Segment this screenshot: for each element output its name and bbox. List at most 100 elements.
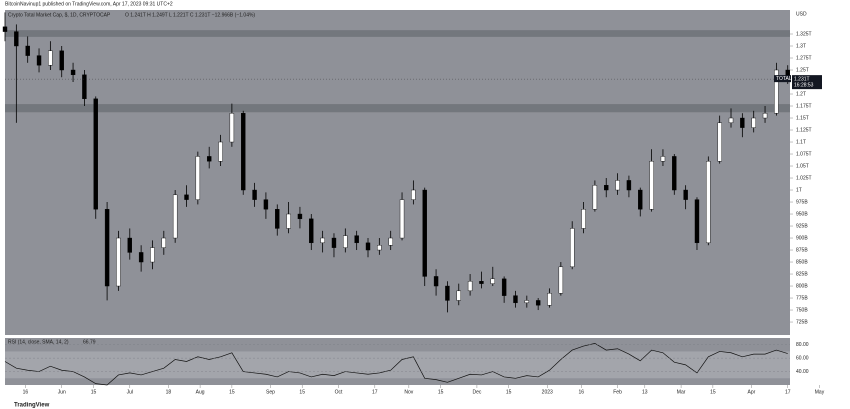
price-tag-countdown: 16:28:53 [794, 82, 814, 88]
y-tick-label: 1.1T [796, 139, 806, 145]
candle-body [501, 278, 507, 296]
candle-body [751, 117, 756, 128]
y-tick-label: 725B [796, 319, 808, 325]
y-tick-label: 1.325T [796, 31, 812, 37]
x-tick-label: Nov [404, 389, 413, 395]
y-tick-label: 950B [796, 211, 808, 217]
candle-body [59, 50, 64, 71]
x-tick-label: 15 [438, 389, 444, 395]
candle-body [252, 189, 257, 200]
candle-body [263, 199, 269, 210]
candle-body [320, 237, 325, 244]
rsi-tick-label: 80.00 [796, 342, 809, 348]
candle-body [286, 213, 291, 229]
x-tick-label: Mar [677, 389, 686, 395]
candle-body [184, 194, 189, 200]
candle-body [638, 189, 643, 210]
rsi-line [4, 342, 788, 386]
candle-body [195, 156, 201, 200]
x-tick-label: 16 [23, 389, 29, 395]
candle-body [14, 31, 19, 47]
candle-body [229, 113, 235, 143]
x-tick-label: 15 [506, 389, 512, 395]
x-tick-label: Jul [127, 389, 133, 395]
candle-body [48, 50, 53, 66]
candle-body [547, 293, 552, 306]
rsi-tick-label: 40.00 [796, 369, 809, 375]
candle-body [649, 161, 654, 210]
candle-body [343, 235, 348, 248]
candle-body [172, 194, 178, 239]
x-tick-label: Feb [613, 389, 622, 395]
y-tick-label: 1.175T [796, 103, 812, 109]
x-tick-label: Dec [472, 389, 481, 395]
candle-body [25, 45, 30, 56]
candle-body [479, 281, 484, 284]
candle-body [535, 300, 541, 306]
x-tick-label: 15 [299, 389, 305, 395]
candle-body [127, 237, 132, 253]
candle-body [604, 185, 609, 191]
x-tick-label: 15 [710, 389, 716, 395]
x-tick-label: 15 [229, 389, 235, 395]
y-tick-label: 750B [796, 307, 808, 313]
rsi-tick-label: 60.00 [796, 355, 809, 361]
candle-body [150, 247, 155, 263]
x-tick-label: 18 [166, 389, 172, 395]
x-tick-label: 17 [372, 389, 378, 395]
candle-body [2, 26, 8, 32]
candle-body [740, 117, 745, 128]
y-tick-label: 1T [796, 187, 802, 193]
y-tick-label: 1.125T [796, 127, 812, 133]
candle-body [93, 98, 98, 210]
candle-body [309, 218, 314, 244]
symbol-tag: TOTAL [776, 76, 792, 82]
currency-label: USD [796, 11, 807, 17]
chart-title: Crypto Total Market Cap, $, 1D, CRYPTOCA… [8, 12, 111, 18]
y-tick-label: 775B [796, 295, 808, 301]
y-tick-label: 1.075T [796, 151, 812, 157]
x-tick-label: Apr [748, 389, 756, 395]
candle-body [161, 237, 167, 248]
candle-body [275, 209, 280, 229]
candle-body [138, 252, 144, 263]
candle-body [422, 189, 427, 277]
y-tick-label: 925B [796, 223, 808, 229]
symbol-tag-box [774, 75, 791, 83]
y-tick-label: 850B [796, 259, 808, 265]
candle-body [82, 74, 87, 100]
y-tick-label: 975B [796, 199, 808, 205]
candle-body [399, 199, 405, 239]
x-tick-label: Sep [266, 389, 275, 395]
x-tick-label: 16 [578, 389, 584, 395]
candle-body [467, 281, 473, 292]
candle-body [694, 199, 700, 244]
ohlc-summary: O 1.241T H 1.249T L 1.221T C 1.231T −12.… [125, 12, 255, 18]
candle-body [728, 117, 734, 124]
price-pane [5, 10, 790, 335]
candle-body [36, 55, 42, 66]
candle-body [762, 113, 768, 119]
rsi-value: 66.79 [83, 339, 96, 345]
candle-body [581, 209, 586, 229]
candle-body [558, 266, 564, 294]
candle-body [104, 209, 110, 287]
y-tick-label: 1.2T [796, 91, 806, 97]
x-tick-label: 15 [91, 389, 97, 395]
candle-body [445, 285, 450, 301]
price-tag-box [792, 75, 822, 90]
x-tick-label: Aug [196, 389, 205, 395]
y-tick-label: 1.025T [796, 175, 812, 181]
candle-body [218, 141, 223, 162]
x-tick-label: May [815, 389, 825, 395]
candle-body [706, 161, 711, 244]
candle-body [774, 69, 779, 114]
y-tick-label: 1.3T [796, 43, 806, 49]
candle-body [456, 290, 461, 301]
y-tick-label: 1.25T [796, 67, 809, 73]
candle-body [717, 122, 722, 162]
candle-body [524, 300, 530, 304]
candle-body [592, 185, 598, 210]
candle-body [683, 189, 688, 200]
